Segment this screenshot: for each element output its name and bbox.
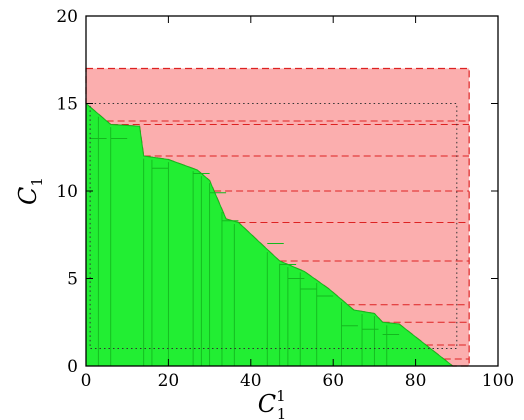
y-tick-label: 0 xyxy=(67,357,78,377)
y-axis-label: C1 xyxy=(14,177,46,205)
x-tick-label: 60 xyxy=(322,371,344,391)
x-tick-label: 40 xyxy=(240,371,262,391)
x-axis-label-main: C xyxy=(258,390,276,418)
y-tick-label: 10 xyxy=(56,182,78,202)
y-tick-label: 15 xyxy=(56,95,78,115)
x-tick-label: 20 xyxy=(158,371,180,391)
y-tick-label: 5 xyxy=(67,270,78,290)
x-axis-label-superscript: 1 xyxy=(276,387,286,405)
y-axis-label-main: C xyxy=(14,187,42,205)
x-axis-label-subscript: 1 xyxy=(277,405,287,420)
y-tick-label: 20 xyxy=(56,7,78,27)
x-tick-label: 0 xyxy=(81,371,92,391)
x-tick-label: 80 xyxy=(405,371,427,391)
plot-content xyxy=(85,67,470,367)
axis-ticks: 0 20 40 60 80 100 0 5 10 15 20 xyxy=(56,7,514,391)
y-axis-label-subscript: 1 xyxy=(28,177,46,187)
x-tick-label: 100 xyxy=(482,371,514,391)
green-region xyxy=(85,102,455,367)
x-axis-label: C1 1 xyxy=(258,387,286,420)
